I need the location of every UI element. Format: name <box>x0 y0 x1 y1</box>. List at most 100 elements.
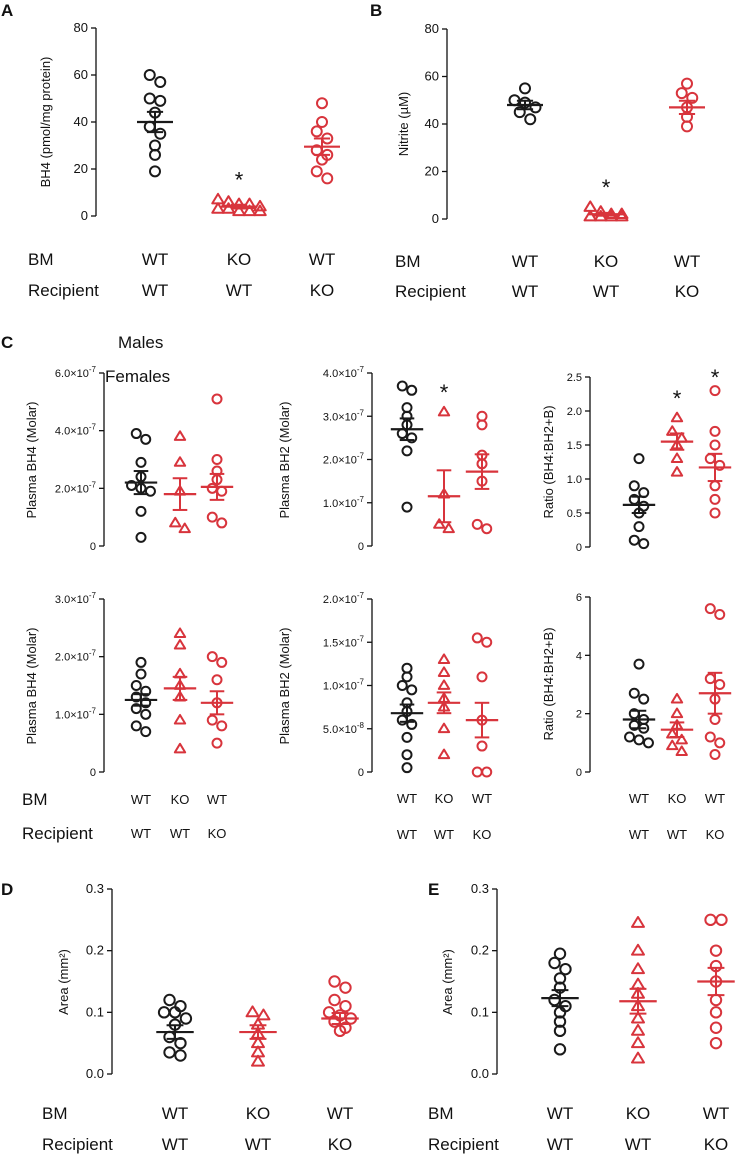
data-point <box>638 538 650 550</box>
recipient-tick-label: WT <box>142 281 168 300</box>
data-point <box>709 425 721 437</box>
data-point <box>442 522 455 534</box>
data-point <box>169 516 182 528</box>
data-point <box>174 1049 187 1062</box>
data-point <box>476 419 488 431</box>
data-point <box>709 749 721 760</box>
significance-star: * <box>673 386 682 411</box>
chart-c4: 0 1.0×10-7 2.0×10-7 3.0×10-7 Plasma BH4 (Mol… <box>24 591 234 841</box>
panel-letter-c: C <box>1 333 13 352</box>
y-tick-label: 1.0 <box>567 474 582 486</box>
y-axis-title: Plasma BH4 (Molar) <box>24 401 39 518</box>
recipient-tick-label: WT <box>629 827 649 842</box>
bm-label-d: BM <box>42 1104 68 1123</box>
recipient-tick-label: WT <box>226 281 252 300</box>
group-1 <box>541 947 579 1056</box>
y-tick-label: 20 <box>425 164 439 179</box>
data-point <box>709 1006 723 1019</box>
data-point <box>154 76 167 89</box>
y-tick-label: 5.0×10-8 <box>323 721 365 736</box>
y-tick-label: 2.0×10-7 <box>323 591 365 606</box>
bm-label-b: BM <box>395 252 421 271</box>
y-tick-label: 0.1 <box>86 1004 104 1019</box>
y-tick-label: 20 <box>74 161 88 176</box>
recipient-tick-label: WT <box>245 1135 271 1154</box>
group-3 <box>465 410 499 535</box>
data-point <box>401 731 413 743</box>
y-tick-label: 0.5 <box>567 508 582 520</box>
data-point <box>481 636 493 648</box>
data-point <box>633 453 645 465</box>
group-1 <box>124 656 158 738</box>
recipient-label-b: Recipient <box>395 282 466 301</box>
y-tick-label: 4.0×10-7 <box>323 365 365 380</box>
data-point <box>553 972 567 985</box>
recipient-tick-label: WT <box>434 827 454 842</box>
y-tick-label: 1.5 <box>567 440 582 452</box>
data-point <box>628 534 640 546</box>
group-1 <box>390 380 424 513</box>
data-point <box>709 714 721 725</box>
y-tick-label: 0.0 <box>86 1066 104 1081</box>
data-point <box>179 1012 193 1025</box>
data-point <box>216 485 228 497</box>
data-point <box>310 165 323 178</box>
data-point <box>628 480 640 492</box>
y-tick-label: 80 <box>74 20 88 35</box>
data-point <box>631 1023 645 1036</box>
data-point <box>154 94 167 107</box>
bm-tick-label: WT <box>162 1104 188 1123</box>
data-point <box>135 456 147 468</box>
y-tick-label: 40 <box>74 114 88 129</box>
data-point <box>513 106 526 119</box>
y-tick-label: 0.1 <box>471 1004 489 1019</box>
significance-star: * <box>711 365 720 390</box>
data-point <box>481 766 493 778</box>
data-point <box>173 456 187 467</box>
group-3 <box>698 603 732 760</box>
data-point <box>168 1006 182 1019</box>
chart-c3: 0 0.5 1.0 1.5 2.0 2.5 Ratio (BH4:BH2+B) * * <box>541 365 732 554</box>
y-tick-label: 2.0×10-7 <box>323 452 365 467</box>
data-point <box>437 748 451 760</box>
y-tick-label: 2.0 <box>567 406 582 418</box>
data-point <box>328 975 341 988</box>
recipient-tick-label: WT <box>512 282 538 301</box>
bm-tick-label: KO <box>171 792 190 807</box>
recipient-tick-label: KO <box>208 826 227 841</box>
data-point <box>144 485 156 497</box>
panel-letter-a: A <box>1 1 13 20</box>
data-point <box>211 393 223 405</box>
bm-label-a: BM <box>28 250 54 269</box>
data-point <box>406 684 418 696</box>
data-point <box>401 445 413 457</box>
data-point <box>406 718 418 730</box>
data-point <box>401 671 413 683</box>
data-point <box>253 199 267 212</box>
females-title: Females <box>105 367 170 386</box>
bm-tick-label: KO <box>626 1104 651 1123</box>
y-tick-label: 0 <box>90 541 96 553</box>
data-point <box>339 999 352 1013</box>
data-point <box>130 428 142 440</box>
data-point <box>135 505 147 517</box>
data-point <box>157 1006 171 1019</box>
data-point <box>709 1036 723 1050</box>
data-point <box>642 737 654 749</box>
data-point <box>631 1036 645 1049</box>
data-point <box>396 714 408 726</box>
y-tick-label: 0 <box>358 541 364 553</box>
data-point <box>633 521 645 533</box>
y-tick-label: 0 <box>576 767 582 779</box>
data-point <box>709 480 721 492</box>
y-tick-label: 0.2 <box>471 943 489 958</box>
y-tick-label: 3.0×10-7 <box>323 408 365 423</box>
chart-c1: 0 2.0×10-7 4.0×10-7 6.0×10-7 Plasma BH4 (Mol… <box>24 365 234 553</box>
recipient-tick-label: WT <box>593 282 619 301</box>
y-axis-title: BH4 (pmol/mg protein) <box>38 57 53 188</box>
group-2 <box>239 1005 277 1067</box>
bm-tick-label: WT <box>703 1104 729 1123</box>
data-point <box>256 1008 271 1021</box>
data-point <box>631 1051 645 1064</box>
data-point <box>242 204 257 217</box>
